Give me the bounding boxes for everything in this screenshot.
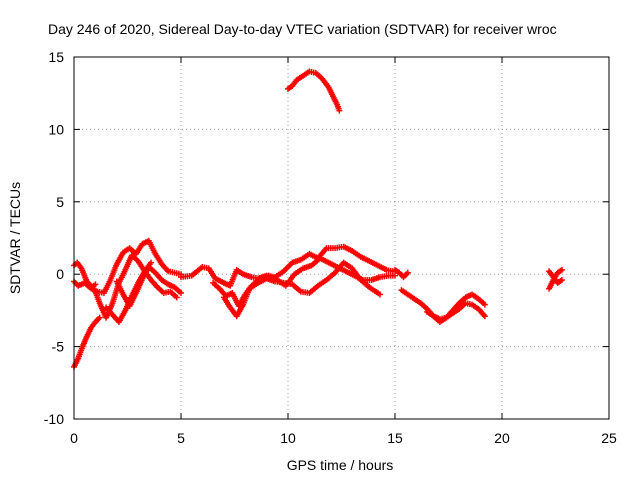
axis-ticks: 0 5 10 15 20 25 -10 -5 0 5 10 15 [44,49,617,446]
x-tick-label: 15 [387,430,403,446]
x-tick-label: 0 [70,430,78,446]
y-tick-label: -5 [52,339,65,355]
y-axis-label: SDTVAR / TECUs [7,182,23,294]
data-points [71,68,565,370]
data-point [377,291,384,298]
data-point [336,107,343,114]
plot-frame [73,56,610,420]
data-point [481,301,488,308]
grid [74,57,609,419]
chart-title: Day 246 of 2020, Sidereal Day-to-day VTE… [48,21,557,37]
y-tick-label: 15 [48,49,64,65]
x-axis-label: GPS time / hours [287,457,394,473]
data-point [481,313,488,320]
x-tick-label: 5 [177,430,185,446]
y-tick-label: 0 [56,266,64,282]
data-point [558,276,565,283]
data-point [558,266,565,273]
data-point [404,269,411,276]
data-point [392,272,398,279]
data-point [173,294,180,301]
x-tick-label: 20 [494,430,510,446]
y-tick-label: -10 [44,411,64,427]
data-point [96,314,103,321]
y-tick-label: 10 [48,121,64,137]
x-tick-label: 25 [601,430,617,446]
y-tick-label: 5 [56,194,64,210]
data-point [148,259,155,266]
data-point [92,281,99,288]
data-point [178,290,184,297]
x-tick-label: 10 [280,430,296,446]
